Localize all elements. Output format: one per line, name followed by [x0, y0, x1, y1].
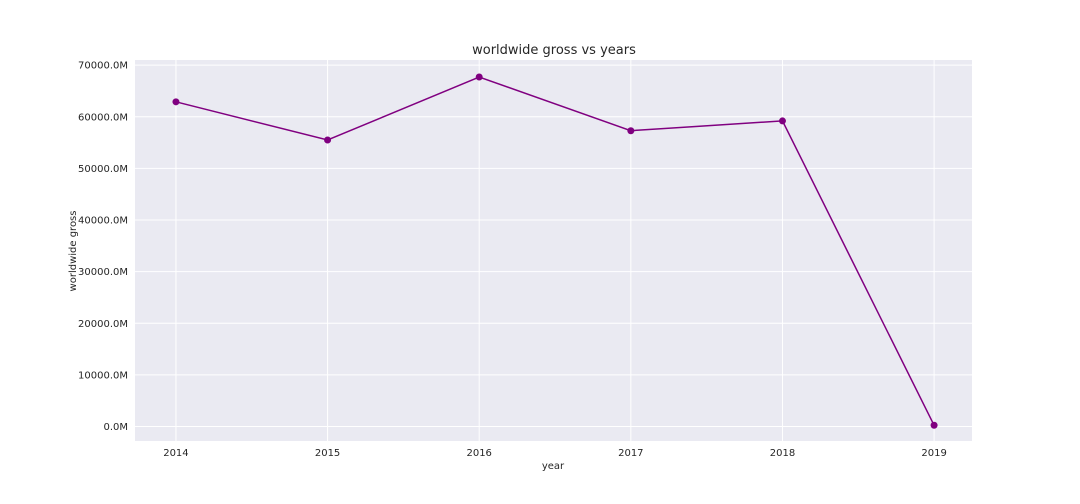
x-tick-label: 2017	[618, 448, 643, 459]
y-tick-label: 60000.0M	[78, 112, 128, 123]
y-tick-label: 40000.0M	[78, 216, 128, 227]
y-axis-ticks: 0.0M 10000.0M 20000.0M 30000.0M 40000.0M 5000…	[78, 61, 128, 433]
y-tick-label: 10000.0M	[78, 370, 128, 381]
x-tick-label: 2014	[163, 448, 188, 459]
plot-area	[135, 60, 972, 441]
data-point	[324, 136, 332, 144]
series-layer	[172, 73, 938, 429]
x-tick-label: 2019	[921, 448, 946, 459]
data-point	[627, 127, 635, 135]
data-point	[475, 73, 483, 81]
x-axis-label: year	[542, 461, 565, 472]
y-tick-label: 30000.0M	[78, 267, 128, 278]
data-point	[778, 117, 786, 125]
x-tick-label: 2015	[315, 448, 340, 459]
series-line	[175, 76, 935, 426]
y-axis-label: worldwide gross	[68, 211, 79, 292]
x-axis-ticks: 2014 2015 2016 2017 2018 2019	[163, 448, 947, 459]
x-tick-label: 2018	[770, 448, 795, 459]
grid-lines	[135, 60, 972, 441]
chart-title: worldwide gross vs years	[472, 43, 636, 58]
y-tick-label: 20000.0M	[78, 319, 128, 330]
data-point	[930, 421, 938, 429]
x-tick-label: 2016	[466, 448, 491, 459]
y-tick-label: 50000.0M	[78, 164, 128, 175]
y-tick-label: 70000.0M	[78, 61, 128, 72]
y-tick-label: 0.0M	[103, 422, 128, 433]
data-point	[172, 98, 180, 106]
